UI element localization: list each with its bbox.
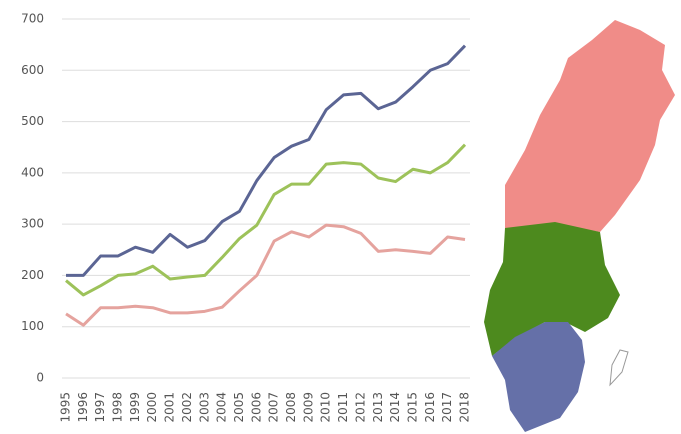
map-island [609,349,629,387]
map-region-south [492,322,585,432]
x-tick-label: 1997 [93,392,107,423]
y-tick-label: 300 [21,217,44,231]
x-tick-label: 1998 [111,392,125,423]
x-tick-label: 2010 [319,392,333,423]
x-tick-label: 1995 [59,392,73,423]
map [484,20,675,432]
series-line [65,223,466,327]
x-tick-label: 2000 [145,392,159,423]
x-tick-label: 2011 [336,392,350,423]
x-tick-label: 2014 [388,392,402,423]
x-tick-label: 2015 [405,392,419,423]
x-tick-label: 2009 [301,392,315,423]
x-tick-label: 2008 [284,392,298,423]
x-tick-label: 2006 [249,392,263,423]
series-line [66,44,467,277]
x-tick-label: 2001 [163,392,177,423]
x-tick-label: 1999 [128,392,142,423]
x-tick-label: 1996 [76,392,90,423]
x-tick-label: 2003 [197,392,211,423]
x-tick-label: 2005 [232,392,246,423]
series-line [65,143,467,297]
y-tick-label: 400 [21,165,44,179]
x-tick-label: 2017 [440,392,454,423]
y-tick-label: 100 [21,319,44,333]
x-tick-label: 2013 [371,392,385,423]
y-tick-label: 600 [21,63,44,77]
y-tick-label: 0 [36,371,44,385]
x-tick-label: 2018 [458,392,472,423]
x-tick-label: 2012 [353,392,367,423]
y-tick-label: 700 [21,12,44,26]
x-tick-label: 2004 [215,392,229,423]
x-tick-label: 2016 [423,392,437,423]
x-tick-label: 2002 [180,392,194,423]
y-tick-label: 500 [21,114,44,128]
map-region-middle [484,222,620,356]
x-tick-label: 2007 [267,392,281,423]
y-tick-label: 200 [21,268,44,282]
map-region-north [505,20,675,232]
